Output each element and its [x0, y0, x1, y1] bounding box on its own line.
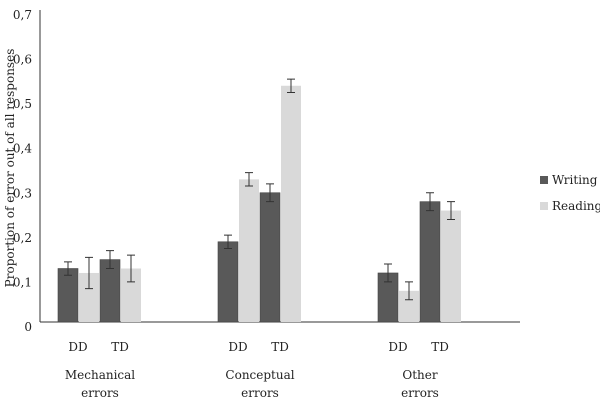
subcategory-label: TD — [271, 340, 289, 354]
error-bar — [405, 281, 413, 301]
group-label: errors — [241, 386, 279, 400]
bar-reading — [121, 268, 141, 322]
y-tick-label: 0,4 — [13, 142, 32, 156]
error-bar — [127, 254, 135, 283]
error-bar — [106, 250, 114, 270]
error-bar — [447, 201, 455, 220]
y-tick-label: 0,3 — [13, 186, 32, 200]
y-tick-label: 0,5 — [13, 97, 32, 111]
error-bar — [85, 256, 93, 290]
y-tick-label: 0,6 — [13, 53, 32, 67]
error-bar — [245, 172, 253, 187]
error-bar — [64, 261, 72, 276]
bar-writing — [57, 268, 79, 323]
legend-label-reading: Reading — [552, 199, 600, 213]
group-label: errors — [81, 386, 119, 400]
y-tick-label: 0,1 — [13, 275, 32, 289]
subcategory-label: DD — [68, 340, 87, 354]
y-axis-title: Proportion of error out of all responses — [3, 49, 17, 288]
bar-writing — [419, 201, 441, 323]
y-tick-label: 0,2 — [13, 231, 32, 245]
bar-reading — [441, 210, 461, 322]
legend-swatch-reading — [540, 202, 548, 210]
legend-swatch-writing — [540, 176, 548, 184]
subcategory-label: DD — [388, 340, 407, 354]
error-bar — [426, 192, 434, 212]
group-label: Mechanical — [65, 368, 135, 382]
group-label: Conceptual — [225, 368, 294, 382]
error-bar — [224, 234, 232, 249]
bar-reading — [239, 179, 259, 322]
bar-reading — [281, 85, 301, 323]
group-label: errors — [401, 386, 439, 400]
error-bar — [384, 263, 392, 283]
error-bar — [266, 183, 274, 203]
y-tick-label: 0 — [24, 320, 32, 334]
bar-writing — [259, 192, 281, 323]
subcategory-label: DD — [228, 340, 247, 354]
error-bar — [287, 78, 295, 93]
bar-reading — [399, 290, 419, 322]
y-tick-label: 0,7 — [13, 8, 32, 22]
subcategory-label: TD — [431, 340, 449, 354]
subcategory-label: TD — [111, 340, 129, 354]
group-label: Other — [402, 368, 437, 382]
bar-writing — [217, 241, 239, 323]
bar-reading — [79, 272, 99, 322]
legend-label-writing: Writing — [552, 173, 598, 187]
